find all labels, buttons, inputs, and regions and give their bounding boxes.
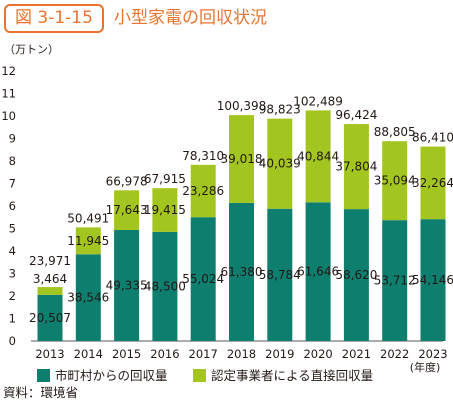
- bar-certified: [75, 227, 101, 255]
- bar-certified: [114, 190, 140, 230]
- x-tick-label: 2021: [342, 347, 371, 361]
- bar-certified: [343, 124, 369, 210]
- data-label-municipal: 55,024: [182, 272, 224, 286]
- bar-certified: [190, 164, 216, 218]
- bar-municipal: [343, 209, 369, 341]
- data-label-certified: 37,804: [335, 160, 377, 174]
- data-label-certified: 32,264: [412, 176, 453, 190]
- data-label-total: 98,823: [259, 103, 301, 117]
- data-label-certified: 40,039: [259, 157, 301, 171]
- y-tick-label: 3: [9, 267, 16, 281]
- data-label-total: 102,489: [293, 94, 343, 108]
- x-tick-label: 2023: [418, 347, 447, 361]
- data-label-municipal: 58,784: [259, 268, 301, 282]
- y-tick-label: 8: [9, 154, 16, 168]
- x-tick-label: 2016: [150, 347, 179, 361]
- legend-swatch-municipal: [37, 369, 50, 382]
- y-tick-label: 9: [9, 132, 16, 146]
- bar-municipal: [229, 202, 254, 341]
- x-tick-label: 2018: [227, 347, 256, 361]
- figure-number-badge: 図 3-1-15: [4, 4, 104, 33]
- data-label-certified: 35,094: [374, 174, 416, 188]
- x-tick-label: 2017: [189, 347, 218, 361]
- y-tick-label: 1: [9, 312, 16, 326]
- data-label-total: 86,410: [412, 131, 453, 145]
- data-label-municipal: 53,712: [374, 274, 416, 288]
- bar-municipal: [382, 220, 408, 341]
- x-axis-unit-label: (年度): [410, 360, 441, 374]
- data-label-municipal: 49,335: [106, 278, 148, 292]
- bar-certified: [267, 118, 293, 209]
- bar-municipal: [152, 231, 178, 341]
- y-tick-label: 7: [9, 177, 16, 191]
- data-label-certified: 40,844: [297, 149, 339, 163]
- data-label-certified: 39,018: [221, 152, 263, 166]
- y-tick-label: 10: [1, 109, 16, 123]
- data-label-total: 66,978: [106, 174, 148, 188]
- figure-header: 図 3-1-15 小型家電の回収状況: [0, 0, 453, 40]
- data-label-municipal: 20,507: [29, 311, 71, 325]
- bar-certified: [152, 188, 178, 232]
- bar-municipal: [420, 219, 446, 341]
- x-tick-label: 2019: [265, 347, 294, 361]
- y-axis-unit-label: （万トン）: [4, 43, 59, 56]
- bar-municipal: [37, 294, 63, 341]
- bar-municipal: [75, 254, 101, 341]
- bar-municipal: [114, 229, 140, 341]
- bar-certified: [382, 141, 408, 221]
- data-label-total: 50,491: [67, 211, 109, 225]
- data-label-total: 96,424: [335, 108, 377, 122]
- data-label-municipal: 58,620: [335, 268, 377, 282]
- data-label-certified: 19,415: [144, 203, 186, 217]
- y-tick-label: 6: [9, 199, 16, 213]
- bar-certified: [420, 146, 446, 220]
- data-label-total: 67,915: [144, 172, 186, 186]
- data-label-total: 23,971: [29, 254, 71, 268]
- data-label-municipal: 61,380: [221, 265, 263, 279]
- data-label-municipal: 54,146: [412, 273, 453, 287]
- x-tick-label: 2014: [74, 347, 103, 361]
- data-label-total: 78,310: [182, 149, 224, 163]
- figure-title: 小型家電の回収状況: [114, 8, 267, 28]
- y-tick-label: 2: [9, 289, 16, 303]
- bar-certified: [305, 110, 331, 203]
- y-tick-label: 12: [1, 64, 16, 78]
- bar-certified: [229, 115, 254, 203]
- x-tick-label: 2013: [35, 347, 64, 361]
- bar-municipal: [267, 208, 293, 341]
- x-tick-label: 2015: [112, 347, 141, 361]
- legend-swatch-certified: [193, 369, 206, 382]
- data-label-total: 100,398: [217, 99, 267, 113]
- data-label-municipal: 38,546: [67, 291, 109, 305]
- data-label-total: 88,805: [374, 125, 416, 139]
- data-label-municipal: 61,646: [297, 265, 339, 279]
- y-tick-label: 5: [9, 222, 16, 236]
- bar-municipal: [305, 202, 331, 341]
- data-label-certified: 17,643: [106, 203, 148, 217]
- bar-certified: [37, 287, 63, 295]
- data-label-certified: 3,464: [33, 272, 67, 286]
- source-note: 資料：環境省: [3, 385, 79, 400]
- data-label-certified: 11,945: [67, 234, 109, 248]
- data-label-certified: 23,286: [182, 184, 224, 198]
- bar-municipal: [190, 217, 216, 341]
- legend-label-municipal: 市町村からの回収量: [55, 368, 168, 383]
- y-tick-label: 0: [9, 334, 16, 348]
- y-tick-label: 11: [1, 87, 16, 101]
- data-label-municipal: 48,500: [144, 279, 186, 293]
- x-tick-label: 2020: [303, 347, 332, 361]
- y-tick-label: 4: [9, 244, 16, 258]
- legend-label-certified: 認定事業者による直接回収量: [211, 368, 373, 383]
- x-tick-label: 2022: [380, 347, 409, 361]
